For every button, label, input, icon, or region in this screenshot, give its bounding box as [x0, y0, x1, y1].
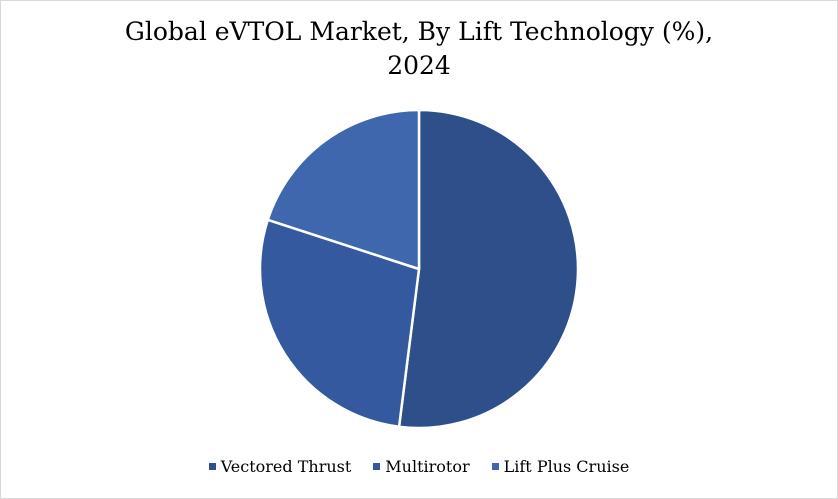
chart-title-line: Global eVTOL Market, By Lift Technology …: [124, 17, 714, 46]
chart-subtitle: 2024: [387, 51, 451, 80]
legend-label: Lift Plus Cruise: [503, 457, 630, 476]
chart-title: Global eVTOL Market, By Lift Technology …: [1, 15, 837, 83]
legend-label: Vectored Thrust: [220, 457, 352, 476]
pie-slice-multirotor: [258, 218, 421, 428]
chart-legend: Vectored Thrust Multirotor Lift Plus Cru…: [1, 457, 837, 476]
legend-item-lift-plus-cruise: Lift Plus Cruise: [491, 457, 630, 476]
legend-swatch: [373, 463, 381, 470]
legend-item-vectored-thrust: Vectored Thrust: [208, 457, 352, 476]
legend-item-multirotor: Multirotor: [373, 457, 470, 476]
legend-swatch: [491, 463, 499, 470]
legend-label: Multirotor: [385, 457, 470, 476]
pie-slice-lift-plus-cruise: [266, 108, 421, 271]
pie-slice-vectored-thrust: [397, 108, 580, 430]
legend-swatch: [208, 463, 216, 470]
